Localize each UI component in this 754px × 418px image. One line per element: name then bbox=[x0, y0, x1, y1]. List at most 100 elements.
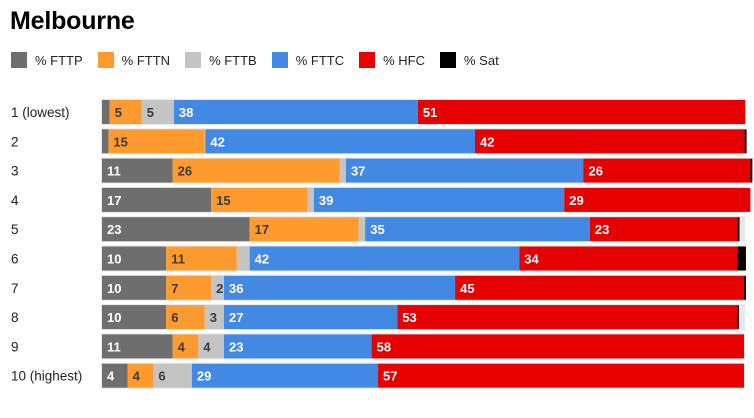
legend-item: % FTTC bbox=[271, 52, 345, 68]
data-label: 4 bbox=[178, 339, 186, 354]
bar-segment bbox=[313, 187, 565, 212]
bar-segment bbox=[339, 158, 346, 183]
data-label: 2 bbox=[216, 281, 223, 296]
data-label: 38 bbox=[179, 105, 193, 120]
legend-item: % FTTB bbox=[185, 52, 257, 68]
data-label: 26 bbox=[589, 164, 603, 179]
bar-segment bbox=[737, 217, 740, 242]
bar-segment bbox=[589, 217, 738, 242]
bar-segment bbox=[172, 334, 199, 359]
data-label: 5 bbox=[115, 105, 122, 120]
category-label: 10 (highest) bbox=[11, 369, 82, 384]
legend-swatch bbox=[359, 52, 376, 68]
data-label: 17 bbox=[107, 193, 121, 208]
bar-segment bbox=[102, 334, 173, 359]
data-label: 10 bbox=[107, 281, 121, 296]
data-label: 4 bbox=[203, 339, 211, 354]
data-label: 10 bbox=[107, 310, 121, 325]
legend-swatch bbox=[271, 52, 288, 68]
bar-segment bbox=[397, 305, 738, 330]
category-label: 6 bbox=[11, 252, 19, 267]
data-label: 29 bbox=[569, 193, 583, 208]
data-label: 42 bbox=[480, 134, 494, 149]
bar-segment bbox=[102, 158, 173, 183]
data-label: 26 bbox=[178, 164, 192, 179]
data-label: 23 bbox=[107, 222, 121, 237]
legend-label: % FTTP bbox=[35, 52, 83, 68]
data-label: 37 bbox=[351, 164, 365, 179]
data-label: 42 bbox=[255, 252, 269, 267]
bar-segment bbox=[455, 275, 744, 300]
legend-label: % FTTC bbox=[295, 52, 345, 68]
bar-segment bbox=[102, 363, 128, 388]
bar-segment bbox=[744, 129, 747, 154]
bar-segment bbox=[211, 275, 224, 300]
data-label: 4 bbox=[107, 369, 115, 384]
bar-segment bbox=[109, 100, 142, 124]
data-label: 36 bbox=[229, 281, 243, 296]
category-label: 9 bbox=[11, 339, 19, 354]
bar-segment bbox=[365, 217, 590, 242]
bar-segment bbox=[223, 305, 398, 330]
legend-item: % HFC bbox=[359, 52, 425, 68]
bar-segment bbox=[583, 158, 751, 183]
data-label: 58 bbox=[377, 339, 391, 354]
data-label: 53 bbox=[402, 310, 416, 325]
bar-segment bbox=[172, 158, 340, 183]
bar-segment bbox=[236, 246, 250, 271]
category-label: 1 (lowest) bbox=[11, 105, 70, 120]
bar-segment bbox=[204, 129, 206, 154]
bar-segment bbox=[108, 129, 205, 154]
category-label: 5 bbox=[11, 222, 19, 237]
bar-segment bbox=[345, 158, 584, 183]
bar-segment bbox=[249, 246, 520, 271]
bar-segment bbox=[737, 246, 746, 271]
bar-segment bbox=[102, 217, 250, 242]
bar-segment bbox=[417, 100, 746, 124]
bar-segment bbox=[475, 129, 745, 154]
bar-segment bbox=[744, 275, 746, 300]
data-label: 51 bbox=[423, 105, 437, 120]
bar-segment bbox=[102, 129, 109, 154]
data-label: 7 bbox=[171, 281, 178, 296]
bar-segment bbox=[223, 275, 456, 300]
bar-segment bbox=[307, 187, 314, 212]
data-label: 11 bbox=[171, 252, 185, 267]
bar-segment bbox=[249, 217, 359, 242]
data-label: 29 bbox=[197, 369, 211, 384]
bar-segment bbox=[737, 305, 739, 330]
legend: % FTTP % FTTN % FTTB % FTTC % HFC % Sat bbox=[11, 52, 514, 68]
bar-segment bbox=[205, 129, 476, 154]
legend-item: % Sat bbox=[440, 52, 499, 68]
data-label: 4 bbox=[133, 369, 141, 384]
legend-label: % HFC bbox=[383, 52, 426, 68]
bar-segment bbox=[211, 187, 308, 212]
data-label: 27 bbox=[229, 310, 243, 325]
bar-segment bbox=[102, 187, 212, 212]
category-label: 3 bbox=[11, 164, 19, 179]
bar-segment bbox=[750, 158, 753, 183]
bar-segment bbox=[102, 246, 167, 271]
data-label: 15 bbox=[216, 193, 230, 208]
bar-segment bbox=[358, 217, 366, 242]
data-label: 34 bbox=[524, 252, 539, 267]
data-label: 11 bbox=[107, 164, 121, 179]
category-label: 2 bbox=[11, 134, 19, 149]
category-label: 4 bbox=[11, 193, 19, 208]
legend-item: % FTTN bbox=[97, 52, 170, 68]
legend-swatch bbox=[97, 52, 114, 68]
legend-label: % Sat bbox=[464, 52, 499, 68]
data-label: 39 bbox=[319, 193, 333, 208]
data-label: 35 bbox=[370, 222, 384, 237]
bar-segment bbox=[141, 100, 174, 124]
bar-segment bbox=[166, 246, 237, 271]
chart-title: Melbourne bbox=[10, 7, 135, 35]
legend-swatch bbox=[440, 52, 457, 68]
data-label: 42 bbox=[210, 134, 224, 149]
bar-segment bbox=[102, 100, 110, 124]
data-label: 10 bbox=[107, 252, 121, 267]
bar-segment bbox=[102, 305, 167, 330]
data-label: 3 bbox=[210, 310, 217, 325]
bar-segment bbox=[166, 305, 205, 330]
